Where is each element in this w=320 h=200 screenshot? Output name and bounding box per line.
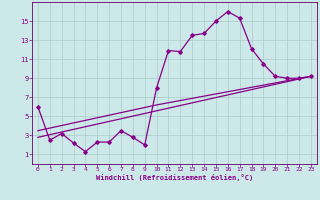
X-axis label: Windchill (Refroidissement éolien,°C): Windchill (Refroidissement éolien,°C) xyxy=(96,174,253,181)
